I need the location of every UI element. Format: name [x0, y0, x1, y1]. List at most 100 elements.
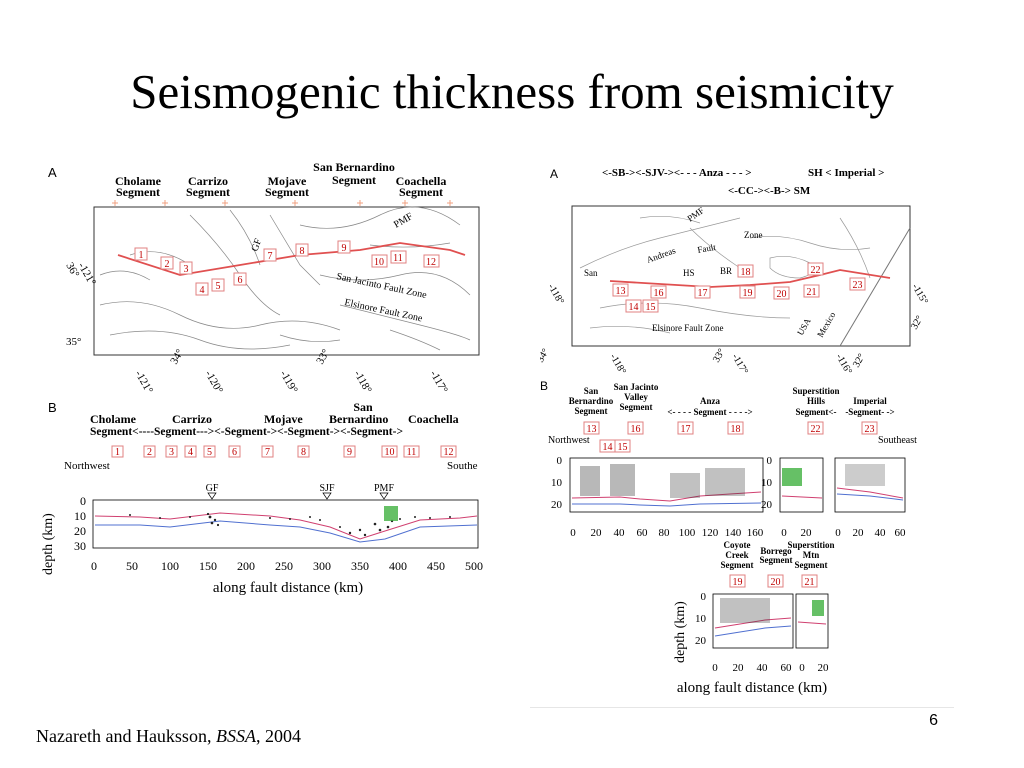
r-panel-b-label: B — [540, 379, 548, 393]
seg-mojave-1: Mojave — [268, 174, 307, 188]
svg-text:0: 0 — [767, 455, 773, 467]
svg-text:10: 10 — [695, 613, 707, 625]
svg-text:Fault: Fault — [697, 242, 717, 255]
r-section-cc — [712, 593, 794, 649]
svg-text:10: 10 — [385, 447, 395, 458]
svg-text:14: 14 — [603, 442, 613, 453]
svg-text:7: 7 — [268, 251, 273, 262]
seg-mojave-2: Segment — [265, 185, 309, 199]
svg-text:20: 20 — [801, 527, 813, 539]
svg-text:40: 40 — [757, 662, 769, 674]
citation-journal: BSSA — [215, 726, 256, 746]
svg-text:12: 12 — [444, 447, 454, 458]
svg-text:20: 20 — [818, 662, 830, 674]
svg-text:32°: 32° — [909, 314, 926, 332]
svg-text:33°: 33° — [711, 347, 728, 365]
sec-southeast: Southe — [447, 460, 478, 472]
svg-text:Valley: Valley — [624, 392, 648, 402]
svg-text:60: 60 — [895, 527, 907, 539]
svg-text:14: 14 — [629, 302, 639, 313]
svg-text:-118°: -118° — [607, 352, 628, 377]
svg-text:22: 22 — [811, 265, 821, 276]
svg-text:20: 20 — [733, 662, 745, 674]
svg-text:0: 0 — [557, 455, 563, 467]
slide-title: Seismogenic thickness from seismicity — [130, 64, 894, 119]
svg-text:19: 19 — [743, 288, 753, 299]
svg-text:Mtn: Mtn — [803, 550, 820, 560]
seismicity-dots — [129, 512, 451, 537]
svg-text:350: 350 — [351, 559, 369, 573]
svg-text:19: 19 — [733, 577, 743, 588]
svg-text:17: 17 — [681, 424, 691, 435]
svg-text:Mojave: Mojave — [264, 412, 303, 426]
svg-text:160: 160 — [747, 527, 764, 539]
svg-text:5: 5 — [207, 447, 212, 458]
svg-text:20: 20 — [591, 527, 603, 539]
svg-text:20: 20 — [771, 577, 781, 588]
svg-text:4: 4 — [188, 447, 193, 458]
svg-text:<- - - - Segment - - - ->: <- - - - Segment - - - -> — [667, 407, 752, 417]
svg-text:1: 1 — [139, 250, 144, 261]
svg-text:22: 22 — [811, 424, 821, 435]
r-header-row1: <-SB-><-SJV-><- - - Anza - - - > — [602, 167, 752, 179]
svg-text:20: 20 — [777, 289, 787, 300]
svg-text:-115°: -115° — [909, 282, 930, 307]
svg-text:Southeast: Southeast — [878, 435, 917, 446]
svg-text:11: 11 — [407, 447, 417, 458]
svg-text:San: San — [584, 268, 598, 278]
svg-text:150: 150 — [199, 559, 217, 573]
svg-text:Bernardino: Bernardino — [329, 412, 388, 426]
svg-text:Anza: Anza — [700, 396, 720, 406]
seg-carrizo-1: Carrizo — [188, 174, 228, 188]
lon-117: -117° — [427, 369, 449, 396]
seg-carrizo-2: Segment — [186, 185, 230, 199]
r-panel-a-label: A — [550, 167, 558, 181]
svg-text:250: 250 — [275, 559, 293, 573]
svg-text:Bernardino: Bernardino — [569, 396, 614, 406]
svg-text:0: 0 — [781, 527, 787, 539]
svg-text:23: 23 — [853, 280, 863, 291]
svg-text:34°: 34° — [540, 347, 552, 365]
svg-text:San Jacinto: San Jacinto — [614, 382, 659, 392]
svg-text:Segment<-: Segment<- — [795, 407, 836, 417]
svg-text:18: 18 — [731, 424, 741, 435]
svg-text:40: 40 — [614, 527, 626, 539]
svg-text:13: 13 — [616, 286, 626, 297]
svg-text:9: 9 — [347, 447, 352, 458]
svg-text:20: 20 — [761, 499, 773, 511]
citation-authors: Nazareth and Hauksson, — [36, 726, 216, 746]
left-figure: A Cholame Segment Carrizo Segment Mojave… — [41, 160, 483, 596]
section-segment-row: Segment<----Segment---><-Segment-><-Segm… — [90, 426, 403, 438]
svg-text:10: 10 — [374, 257, 384, 268]
svg-text:23: 23 — [865, 424, 875, 435]
panel-b-label: B — [48, 400, 57, 415]
seg-coachella-2: Segment — [399, 185, 443, 199]
svg-text:400: 400 — [389, 559, 407, 573]
svg-text:0: 0 — [712, 662, 718, 674]
svg-text:Creek: Creek — [725, 550, 748, 560]
lon-118: -118° — [351, 369, 373, 396]
map-frame — [93, 206, 480, 356]
svg-text:8: 8 — [301, 447, 306, 458]
svg-text:100: 100 — [679, 527, 696, 539]
svg-text:20: 20 — [74, 524, 86, 538]
svg-text:4: 4 — [200, 285, 205, 296]
svg-text:0: 0 — [799, 662, 805, 674]
footer-divider — [530, 707, 954, 708]
page-number: 6 — [929, 712, 938, 729]
svg-text:Segment: Segment — [575, 406, 608, 416]
svg-text:Segment: Segment — [721, 560, 754, 570]
svg-text:6: 6 — [238, 275, 243, 286]
svg-text:Elsinore Fault Zone: Elsinore Fault Zone — [652, 323, 724, 333]
svg-text:3: 3 — [184, 264, 189, 275]
svg-text:60: 60 — [781, 662, 793, 674]
citation: Nazareth and Hauksson, BSSA, 2004 — [36, 726, 301, 747]
svg-text:8: 8 — [300, 246, 305, 257]
svg-text:0: 0 — [80, 494, 86, 508]
svg-text:Coyote: Coyote — [724, 540, 751, 550]
svg-text:21: 21 — [805, 577, 815, 588]
svg-text:10: 10 — [761, 477, 773, 489]
left-xlabel: along fault distance (km) — [213, 580, 363, 596]
svg-text:BR: BR — [720, 266, 732, 276]
svg-text:10: 10 — [551, 477, 563, 489]
